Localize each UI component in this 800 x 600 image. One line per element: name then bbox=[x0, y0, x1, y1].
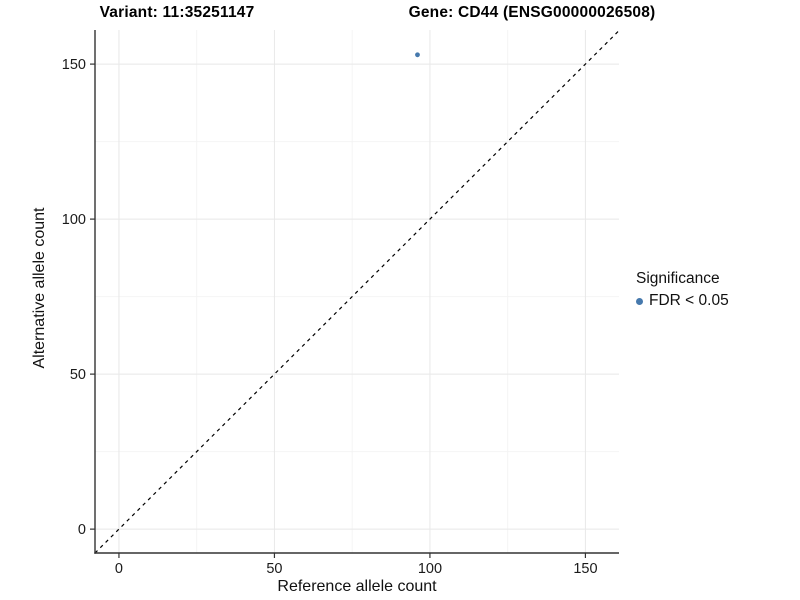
variant-title: Variant: 11:35251147 bbox=[99, 4, 255, 21]
legend-item: FDR < 0.05 bbox=[636, 292, 729, 310]
identity-dashed-line bbox=[94, 30, 620, 554]
y-tick-label: 100 bbox=[62, 212, 86, 228]
x-tick-label: 100 bbox=[418, 561, 442, 577]
legend-point-icon bbox=[636, 297, 643, 305]
legend: Significance FDR < 0.05 bbox=[636, 270, 729, 310]
y-tick-label: 150 bbox=[62, 57, 86, 73]
gene-title: Gene: CD44 (ENSG00000026508) bbox=[408, 4, 656, 21]
y-axis-title: Alternative allele count bbox=[31, 207, 48, 369]
x-tick-label: 150 bbox=[573, 561, 597, 577]
data-point bbox=[415, 52, 420, 58]
legend-item-label: FDR < 0.05 bbox=[649, 292, 729, 309]
y-tick-label: 50 bbox=[70, 367, 86, 383]
x-axis-title: Reference allele count bbox=[277, 578, 437, 595]
legend-title: Significance bbox=[636, 270, 720, 287]
x-tick-label: 0 bbox=[115, 561, 123, 577]
x-tick-label: 50 bbox=[266, 561, 282, 577]
y-tick-label: 0 bbox=[78, 522, 86, 538]
